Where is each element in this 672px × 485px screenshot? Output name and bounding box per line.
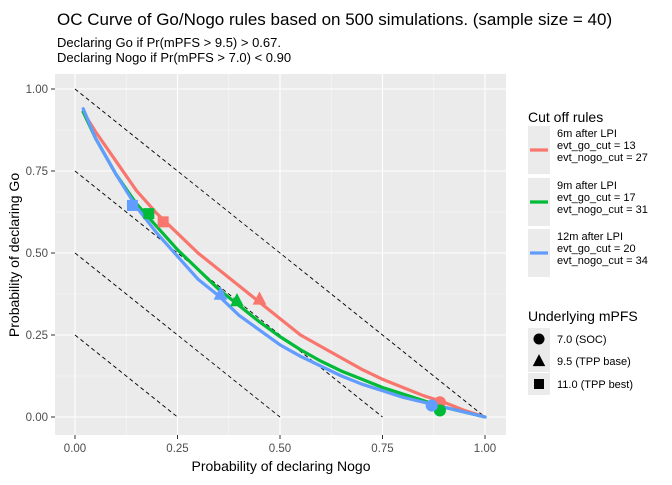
underlying-mpfs-legend: Underlying mPFS 7.0 (SOC) 9.5 (TPP base) 1… [528,308,638,395]
y-tick-label: 1.00 [26,84,48,96]
reference-line [74,252,281,418]
y-tick-label: 0.50 [26,248,48,260]
chart-title: OC Curve of Go/Nogo rules based on 500 s… [57,10,612,29]
legend-shape-key [532,354,546,367]
legend-series-label: evt_go_cut = 20 [557,243,636,255]
cutoff-rules-legend-title: Cut off rules [528,109,603,125]
legend-series-label: evt_go_cut = 13 [557,140,636,152]
legend-series-label: 9m after LPI [557,180,617,192]
data-point [143,208,155,220]
legend-series-label: evt_go_cut = 17 [557,192,636,204]
x-axis-label: Probability of declaring Nogo [192,458,371,474]
legend-series-label: evt_nogo_cut = 34 [557,255,648,267]
data-point [213,286,228,300]
legend-shape-key [533,333,545,345]
legend-shape-label: 9.5 (TPP base) [557,356,631,368]
x-tick-label: 0.25 [166,443,188,455]
y-tick-label: 0.00 [26,412,48,424]
data-point [126,199,138,211]
legend-series-label: evt_nogo_cut = 27 [557,152,648,164]
x-tick-label: 0.75 [371,443,393,455]
legend-shape-label: 11.0 (TPP best) [557,379,633,391]
x-tick-label: 1.00 [474,443,496,455]
x-tick-label: 0.50 [269,443,291,455]
underlying-mpfs-legend-title: Underlying mPFS [528,308,638,324]
data-point [230,292,244,307]
data-point [425,399,438,412]
legend-series-label: evt_nogo_cut = 31 [557,204,648,216]
y-axis: 0.00 0.25 0.50 0.75 1.00 [26,84,55,424]
legend-series-label: 6m after LPI [557,128,617,140]
data-point [157,216,169,228]
reference-line [74,334,178,418]
legend-shape-key [534,379,544,389]
chart-subtitle-line-1: Declaring Go if Pr(mPFS > 9.5) > 0.67. [57,35,281,50]
x-tick-label: 0.00 [64,443,86,455]
y-tick-label: 0.75 [26,166,48,178]
reference-line [74,88,486,418]
reference-line [74,170,383,418]
y-axis-label: Probability of declaring Go [6,173,22,337]
legend-series-label: 12m after LPI [557,231,623,243]
series-points [126,199,446,417]
reference-lines [74,88,486,418]
chart-subtitle-line-2: Declaring Nogo if Pr(mPFS > 7.0) < 0.90 [57,50,291,65]
y-tick-label: 0.25 [26,330,48,342]
data-point [252,291,267,305]
series-line [81,110,487,419]
legend-shape-label: 7.0 (SOC) [557,334,607,346]
x-axis: 0.00 0.25 0.50 0.75 1.00 [64,435,496,455]
